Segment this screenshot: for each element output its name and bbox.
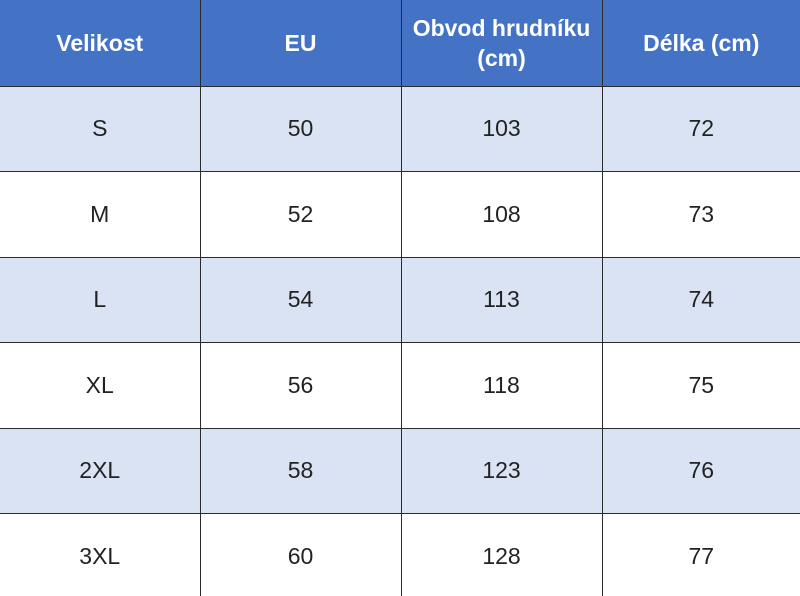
value-cell: 54 xyxy=(199,256,402,343)
value-cell: 108 xyxy=(400,171,603,258)
value-cell: 118 xyxy=(400,342,603,429)
value-cell: 58 xyxy=(199,427,402,514)
value-cell: 74 xyxy=(601,256,800,343)
value-cell: 50 xyxy=(199,85,402,172)
header-cell: EU xyxy=(199,0,402,87)
size-cell: S xyxy=(0,85,201,172)
size-cell: XL xyxy=(0,342,201,429)
table-row: 3XL 60 128 77 xyxy=(0,513,800,596)
header-row: Velikost EU Obvod hrudníku (cm) Délka (cm) xyxy=(0,0,800,87)
header-cell: Velikost xyxy=(0,0,201,87)
size-cell: M xyxy=(0,171,201,258)
table-row: 2XL 58 123 76 xyxy=(0,427,800,514)
value-cell: 52 xyxy=(199,171,402,258)
size-cell: L xyxy=(0,256,201,343)
size-cell: 2XL xyxy=(0,427,201,514)
value-cell: 76 xyxy=(601,427,800,514)
size-cell: 3XL xyxy=(0,513,201,596)
value-cell: 75 xyxy=(601,342,800,429)
value-cell: 72 xyxy=(601,85,800,172)
value-cell: 77 xyxy=(601,513,800,596)
value-cell: 113 xyxy=(400,256,603,343)
header-cell: Délka (cm) xyxy=(601,0,800,87)
table-row: XL 56 118 75 xyxy=(0,342,800,429)
table-row: M 52 108 73 xyxy=(0,171,800,258)
value-cell: 60 xyxy=(199,513,402,596)
value-cell: 73 xyxy=(601,171,800,258)
value-cell: 56 xyxy=(199,342,402,429)
table-row: S 50 103 72 xyxy=(0,85,800,172)
value-cell: 128 xyxy=(400,513,603,596)
header-cell: Obvod hrudníku (cm) xyxy=(400,0,603,87)
value-cell: 103 xyxy=(400,85,603,172)
table-row: L 54 113 74 xyxy=(0,256,800,343)
value-cell: 123 xyxy=(400,427,603,514)
